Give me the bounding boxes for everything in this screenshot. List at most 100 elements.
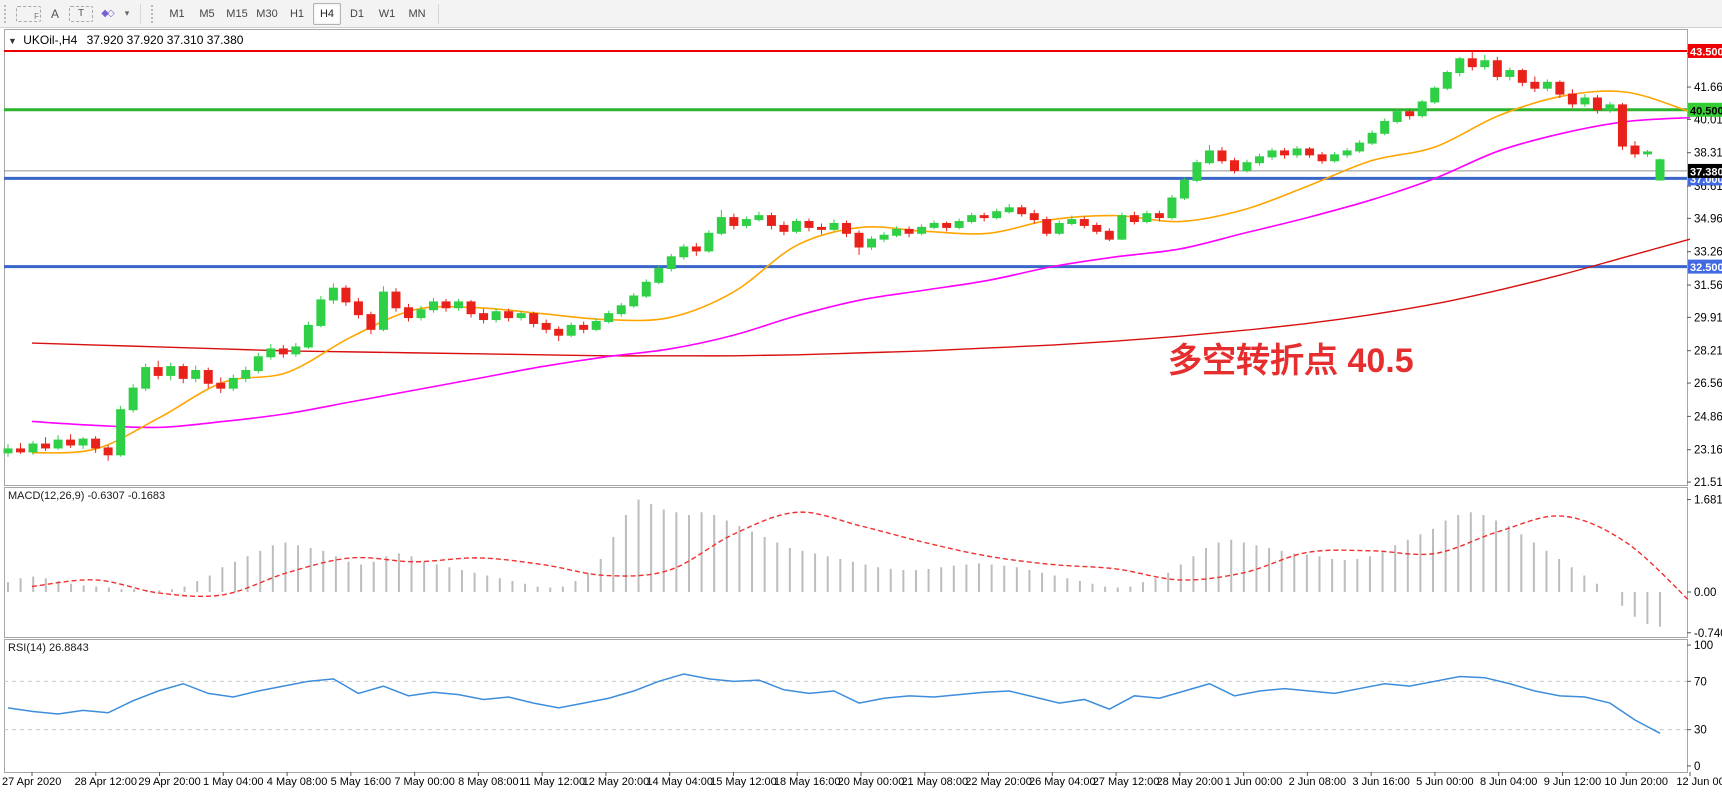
candle-body [1079,219,1089,226]
time-axis[interactable]: 27 Apr 2020 28 Apr 12:00 29 Apr 20:00 1 May… [0,774,1722,792]
price-tick-label: 34.960 [1694,213,1722,225]
candle-body [1442,72,1452,89]
candle-body [353,301,363,316]
candle-body [1217,150,1227,162]
timeframe-button-m5[interactable]: M5 [199,7,215,20]
candle-body [1067,219,1077,224]
timeframe-button-m1[interactable]: M1 [169,7,185,20]
candle-body [992,211,1002,219]
price-tick-label: 26.560 [1694,378,1722,390]
candle-body [66,439,76,446]
candle-body [116,409,126,456]
candle-body [1042,219,1052,234]
timeframe-button-d1[interactable]: D1 [349,7,365,20]
time-label: 12 May 20:00 [582,776,650,788]
candle-body [1630,145,1640,155]
candle-body [1142,213,1152,223]
candle-body [967,215,977,223]
time-label: 9 Jun 12:00 [1543,776,1602,788]
candle-body [779,224,789,232]
price-tick-label: 24.860 [1694,411,1722,423]
candle-body [629,295,639,307]
candle-body [1392,111,1402,123]
candle-body [679,246,689,258]
timeframe-button-mn[interactable]: MN [408,7,426,20]
symbol-info: ▼ UKOil-,H4 37.920 37.920 37.310 37.380 [8,33,243,47]
candle-body [1280,150,1290,156]
candle-body [892,228,902,236]
timeframe-button-h1[interactable]: H1 [289,7,305,20]
crosshair-f-icon[interactable]: F [16,5,41,22]
font-a-icon[interactable]: A [50,6,59,21]
timeframe-button-h4[interactable]: H4 [313,2,341,25]
candle-body [879,234,889,240]
candle-body [1092,224,1102,232]
candle-body [1530,81,1540,89]
candle-body [1505,70,1515,77]
rsi-line [7,673,1661,734]
candle-body [153,367,163,376]
toolbar-grip2[interactable] [151,4,158,23]
candle-body [1167,197,1177,219]
candle-body [504,311,514,319]
timeframe-group: M1 M5 M15 M30 H1 H4 D1 W1 MN [162,2,432,25]
candle-body [191,370,201,379]
macd-label: MACD(12,26,9) -0.6307 -0.1683 [8,490,166,502]
timeframe-button-m15[interactable]: M15 [226,7,248,20]
candle-body [666,256,676,270]
macd-signal-line [31,511,1691,602]
toolbar-separator [140,3,141,24]
dropdown-arrow-icon[interactable]: ▾ [124,8,130,18]
timeframe-button-w1[interactable]: W1 [378,7,396,20]
shapes-icon[interactable]: ◆◇ [101,8,114,19]
candle-body [366,314,376,330]
time-label: 1 Jun 00:00 [1224,776,1283,788]
time-label: 12 Jun 00:00 [1676,776,1722,788]
candle-body [616,305,626,315]
candle-body [253,356,263,372]
rsi-tick-label: 30 [1694,725,1707,737]
rsi-tick-label: 100 [1694,640,1713,652]
candle-body [766,215,776,226]
rsi-tick-label: 0 [1694,761,1700,773]
collapse-arrow-icon[interactable]: ▼ [8,36,17,46]
macd-tick-label: -0.7408 [1694,628,1722,640]
time-label: 8 Jun 04:00 [1479,776,1538,788]
time-label: 10 Jun 20:00 [1604,776,1669,788]
candle-body [291,346,301,355]
time-label: 14 May 04:00 [646,776,714,788]
textbox-t-icon[interactable]: T [69,5,93,22]
rsi-tick-label: 70 [1694,676,1707,688]
badge-43.500 [1688,43,1722,58]
main-chart-panel[interactable] [4,29,1688,486]
time-label: 27 Apr 2020 [2,776,62,788]
candle-body [1567,93,1577,105]
candle-body [579,324,589,330]
candle-body [1242,162,1252,172]
chart-canvas[interactable]: 43.36041.66040.01038.31036.61034.96033.2… [0,28,1722,780]
candle-body [1305,148,1315,156]
candle-body [829,222,839,230]
badge-40.500-text: 40.500 [1690,105,1722,117]
candle-body [328,287,338,301]
candle-body [241,370,251,379]
ma_mid-line [31,116,1691,429]
candle-body [1330,154,1340,162]
price-tick-label: 28.210 [1694,346,1722,358]
ohlc-values: 37.920 37.920 37.310 37.380 [86,33,244,47]
candle-body [1117,215,1127,240]
candle-body [1592,97,1602,111]
symbol-label: UKOil-,H4 [23,33,78,47]
candle-body [228,377,238,389]
candle-body [266,348,276,358]
candle-body [166,366,176,376]
time-label: 15 May 12:00 [710,776,777,788]
candle-body [1004,207,1014,213]
candle-body [1292,148,1302,156]
rsi-panel[interactable] [4,639,1688,773]
toolbar-grip[interactable] [4,4,11,23]
candle-body [16,448,26,453]
macd-panel[interactable] [4,487,1688,638]
timeframe-button-m30[interactable]: M30 [256,7,278,20]
macd-tick-label: 0.00 [1694,587,1716,599]
